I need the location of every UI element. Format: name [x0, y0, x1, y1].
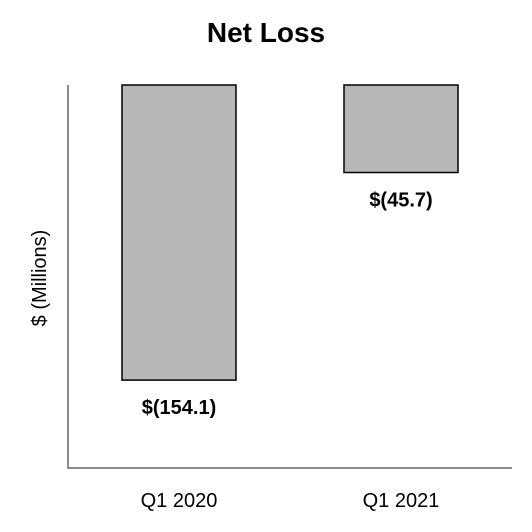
bar-1 — [343, 84, 459, 174]
axis-lines — [67, 85, 512, 469]
x-tick-label-1: Q1 2021 — [363, 490, 440, 512]
x-tick-label-0: Q1 2020 — [141, 490, 218, 512]
x-tick-group: Q1 2020 Q1 2021 — [141, 490, 440, 512]
data-label-0: $(154.1) — [142, 397, 217, 419]
data-label-1: $(45.7) — [369, 190, 432, 212]
data-label-group: $(154.1) $(45.7) — [142, 190, 433, 420]
y-axis-label: $ (Millions) — [29, 230, 51, 327]
chart-title: Net Loss — [207, 17, 325, 48]
bar-group — [121, 84, 459, 381]
bar-0 — [121, 84, 237, 381]
